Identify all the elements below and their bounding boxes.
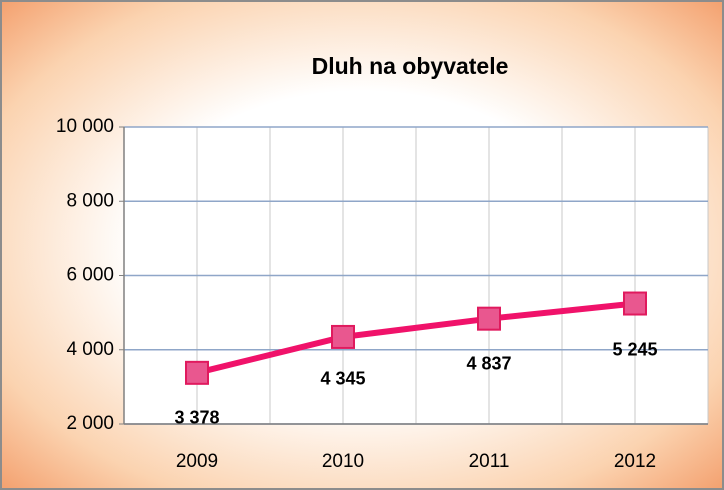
marker: [185, 360, 209, 385]
x-tick-label: 2009: [176, 451, 218, 472]
marker: [477, 306, 501, 331]
value-label: 3 378: [174, 408, 219, 428]
value-label: 5 245: [612, 339, 657, 359]
y-tick-label: 6 000: [66, 265, 114, 286]
value-label: 4 345: [320, 369, 365, 389]
chart-title: Dluh na obyvatele: [312, 53, 509, 79]
x-tick-label: 2012: [614, 451, 656, 472]
series-line: [196, 300, 636, 376]
y-tick-label: 4 000: [66, 339, 114, 360]
marker: [331, 324, 355, 349]
value-label: 4 837: [466, 353, 511, 373]
x-tick-label: 2011: [469, 451, 510, 472]
marker: [623, 291, 647, 316]
y-tick-label: 10 000: [56, 116, 114, 137]
y-tick-label: 8 000: [66, 190, 114, 211]
x-tick-label: 2010: [322, 451, 364, 472]
y-tick-label: 2 000: [66, 413, 114, 434]
